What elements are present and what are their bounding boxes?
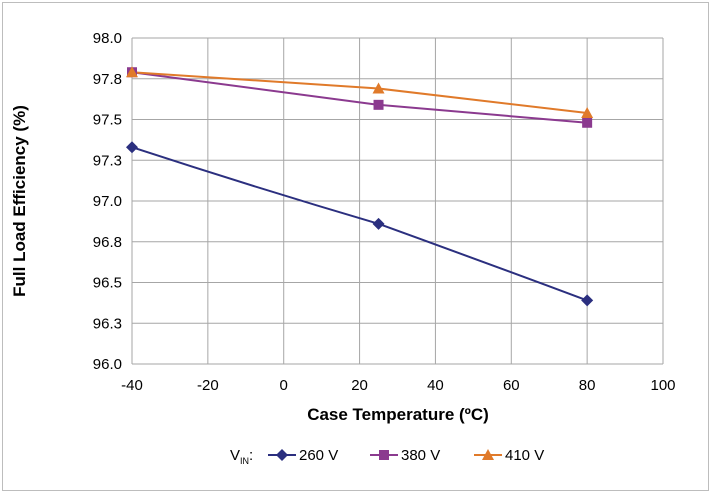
y-axis-title: Full Load Efficiency (%): [10, 105, 29, 297]
diamond-marker: [276, 449, 288, 461]
triangle-marker: [126, 66, 138, 78]
diamond-marker: [372, 217, 385, 230]
x-tick-label: -40: [121, 377, 143, 394]
square-marker: [379, 450, 389, 460]
x-tick-label: 0: [280, 377, 288, 394]
x-axis-title: Case Temperature (ºC): [307, 405, 489, 424]
y-tick-label: 96.3: [93, 315, 122, 332]
y-tick-label: 96.0: [93, 356, 122, 373]
y-tick-label: 97.3: [93, 152, 122, 169]
series-markers: [126, 66, 594, 307]
legend-label: 410 V: [505, 447, 544, 464]
x-tick-label: -20: [197, 377, 219, 394]
legend: VIN: 260 V 380 V 410 V: [230, 447, 544, 466]
square-marker: [582, 117, 593, 128]
diamond-marker: [126, 141, 138, 154]
x-tick-label: 20: [351, 377, 368, 394]
square-marker: [373, 99, 384, 110]
triangle-marker: [372, 82, 385, 94]
y-tick-label: 96.8: [93, 234, 122, 251]
y-tick-label: 97.5: [93, 112, 122, 129]
y-tick-label: 97.8: [93, 71, 122, 88]
triangle-marker: [581, 106, 594, 118]
legend-label: 260 V: [299, 447, 338, 464]
x-tick-label: 60: [503, 377, 520, 394]
legend-prefix: VIN:: [230, 447, 253, 466]
x-tick-label: 100: [650, 377, 675, 394]
x-tick-label: 40: [427, 377, 444, 394]
tick-labels: 96.0 96.3 96.5 96.8 97.0 97.3 97.5 97.8 98.0 -40 -…: [93, 30, 676, 394]
triangle-marker: [482, 449, 494, 460]
diamond-marker: [581, 294, 594, 307]
y-tick-label: 97.0: [93, 193, 122, 210]
x-tick-label: 80: [579, 377, 596, 394]
legend-label: 380 V: [401, 447, 440, 464]
grid-lines: [131, 37, 664, 365]
y-tick-label: 96.5: [93, 275, 122, 292]
y-tick-label: 98.0: [93, 30, 122, 47]
